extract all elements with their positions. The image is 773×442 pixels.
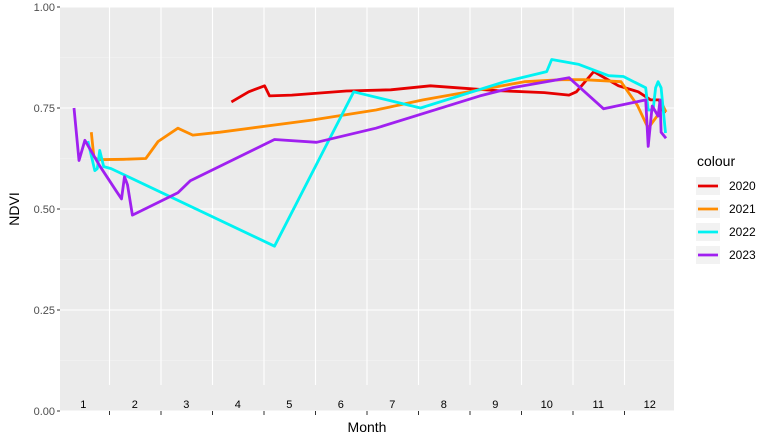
series-line-2022 (86, 58, 667, 248)
legend-label-2021: 2021 (729, 202, 756, 216)
legend-label-2022: 2022 (729, 225, 756, 239)
month-labels: 1 2 3 4 5 6 7 8 9 10 11 12 (80, 399, 656, 411)
y-tick-label: 0.00 (34, 406, 55, 418)
month-label: 6 (338, 399, 344, 411)
y-tick-label: 0.50 (34, 204, 55, 216)
month-label: 3 (183, 399, 189, 411)
month-label: 5 (286, 399, 292, 411)
legend: colour 2020 2021 2022 2023 (696, 153, 756, 264)
month-label: 1 (80, 399, 86, 411)
y-tick-label: 1.00 (34, 2, 55, 14)
month-label: 8 (441, 399, 447, 411)
legend-label-2023: 2023 (729, 248, 756, 262)
month-label: 4 (235, 399, 241, 411)
y-tick-label: 0.75 (34, 103, 55, 115)
y-axis: 0.00 0.25 0.50 0.75 1.00 (34, 2, 60, 418)
x-axis-title: Month (348, 419, 387, 435)
month-label: 12 (644, 399, 656, 411)
legend-label-2020: 2020 (729, 179, 756, 193)
series-line-2020 (230, 70, 667, 114)
major-gridlines (60, 6, 674, 412)
y-tick-label: 0.25 (34, 305, 55, 317)
x-axis (109, 411, 625, 415)
series-lines (72, 58, 668, 248)
month-label: 9 (492, 399, 498, 411)
month-label: 2 (132, 399, 138, 411)
legend-items: 2020 2021 2022 2023 (696, 177, 756, 264)
month-label: 11 (593, 399, 604, 411)
month-label: 10 (541, 399, 553, 411)
month-label: 7 (389, 399, 395, 411)
legend-title: colour (697, 153, 735, 169)
y-axis-title: NDVI (6, 192, 22, 225)
series-line-2021 (89, 78, 668, 162)
series-line-2023 (72, 76, 668, 217)
